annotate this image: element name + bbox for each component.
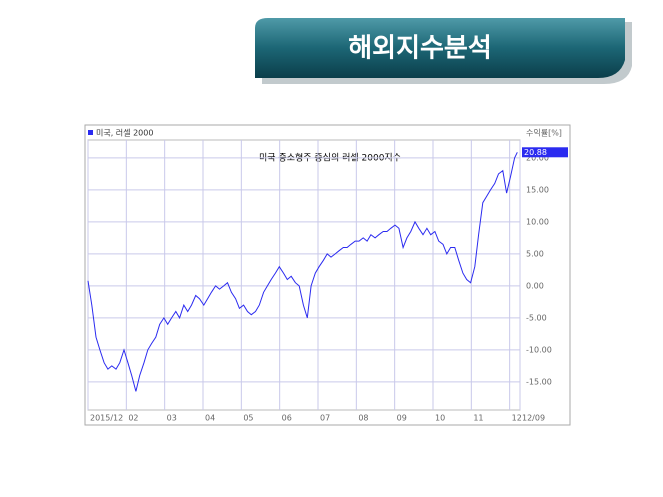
x-tick-label: 11 [473,414,483,423]
y-tick-label: 5.00 [526,249,544,258]
y-tick-label: 15.00 [526,185,549,194]
banner [255,18,625,78]
x-tick-label: 06 [282,414,292,423]
y-axis-label: 수익률[%] [526,128,562,138]
legend-swatch [88,130,93,135]
x-tick-label: 12/09 [522,414,545,423]
x-tick-label: 03 [167,414,177,423]
legend-label: 미국, 러셀 2000 [96,128,153,138]
x-tick-label: 02 [128,414,138,423]
last-value-label: 20.88 [524,148,547,157]
last-value-box [522,147,568,158]
x-tick-label: 07 [320,414,330,423]
x-tick-label: 09 [397,414,407,423]
y-tick-label: -5.00 [526,313,547,322]
y-tick-label: 0.00 [526,281,544,290]
plot: -15.00 -10.00 -5.00 0.00 5.00 10.00 15.00 20.00… [87,140,568,423]
x-tick-label: 10 [435,414,445,423]
banner-title: 해외지수분석 [348,34,492,64]
x-tick-label: 08 [358,414,368,423]
series-line [87,152,518,392]
x-tick-label: 05 [243,414,253,423]
y-tick-label: 20.00 [526,153,549,162]
y-tick-label: 10.00 [526,217,549,226]
x-tick-label: 12 [512,414,522,423]
y-tick-label: -10.00 [526,345,552,354]
x-tick-label: 2015/12 [90,414,123,423]
chart-frame [84,124,571,426]
y-tick-label: -15.00 [526,377,552,386]
x-tick-label: 04 [205,414,215,423]
